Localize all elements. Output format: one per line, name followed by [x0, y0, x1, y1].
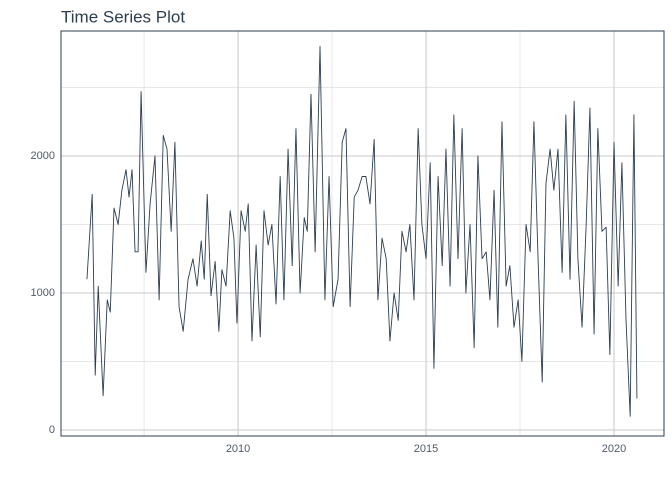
x-tick-label: 2015 — [414, 443, 438, 455]
y-tick-label: 2000 — [31, 150, 55, 162]
y-tick-label: 0 — [49, 424, 55, 436]
panel-border — [60, 30, 665, 437]
chart-title: Time Series Plot — [61, 7, 185, 26]
series-line — [86, 45, 638, 417]
y-tick-label: 1000 — [31, 287, 55, 299]
x-tick-label: 2020 — [602, 443, 626, 455]
x-tick-label: 2010 — [226, 443, 250, 455]
